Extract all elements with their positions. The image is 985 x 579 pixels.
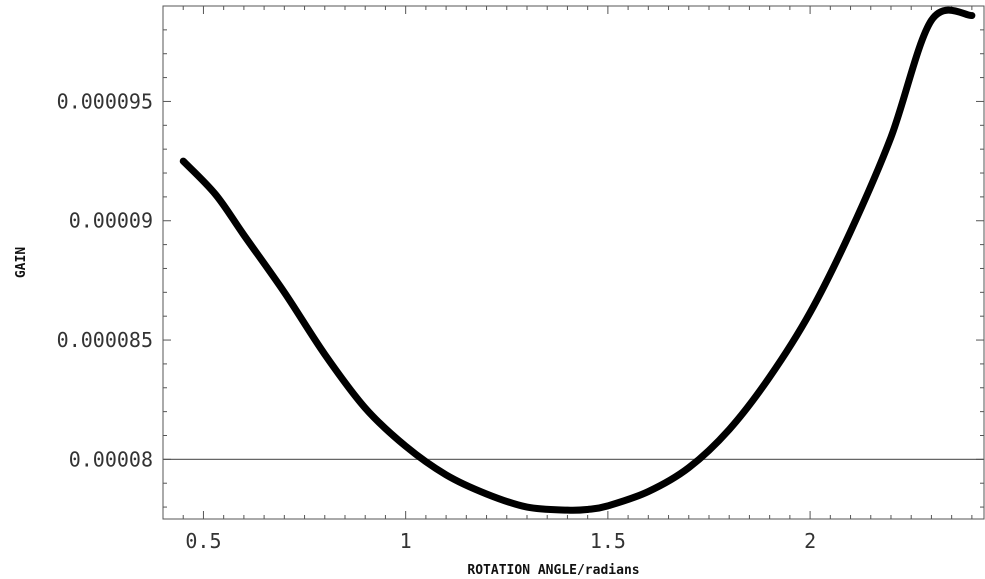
x-axis-label: ROTATION ANGLE/radians	[467, 563, 639, 578]
tick-labels-group: 0.5 1 1.5 2 0.00008 0.000085 0.00009 0.000095	[57, 89, 816, 553]
series-group	[179, 6, 976, 514]
x-tick-label: 2	[804, 529, 816, 553]
y-tick-label: 0.00008	[69, 447, 153, 471]
plot-border	[162, 5, 985, 520]
y-tick-label: 0.000085	[57, 328, 153, 352]
x-tick-label: 0.5	[185, 529, 221, 553]
y-axis-label: GAIN	[14, 247, 29, 278]
y-tick-label: 0.00009	[69, 209, 153, 233]
tick-marks-group	[162, 5, 984, 519]
gain-curve	[179, 6, 976, 514]
x-tick-label: 1.5	[590, 529, 626, 553]
plot-frame	[162, 5, 985, 520]
x-tick-label: 1	[400, 529, 412, 553]
y-tick-label: 0.000095	[57, 89, 153, 113]
